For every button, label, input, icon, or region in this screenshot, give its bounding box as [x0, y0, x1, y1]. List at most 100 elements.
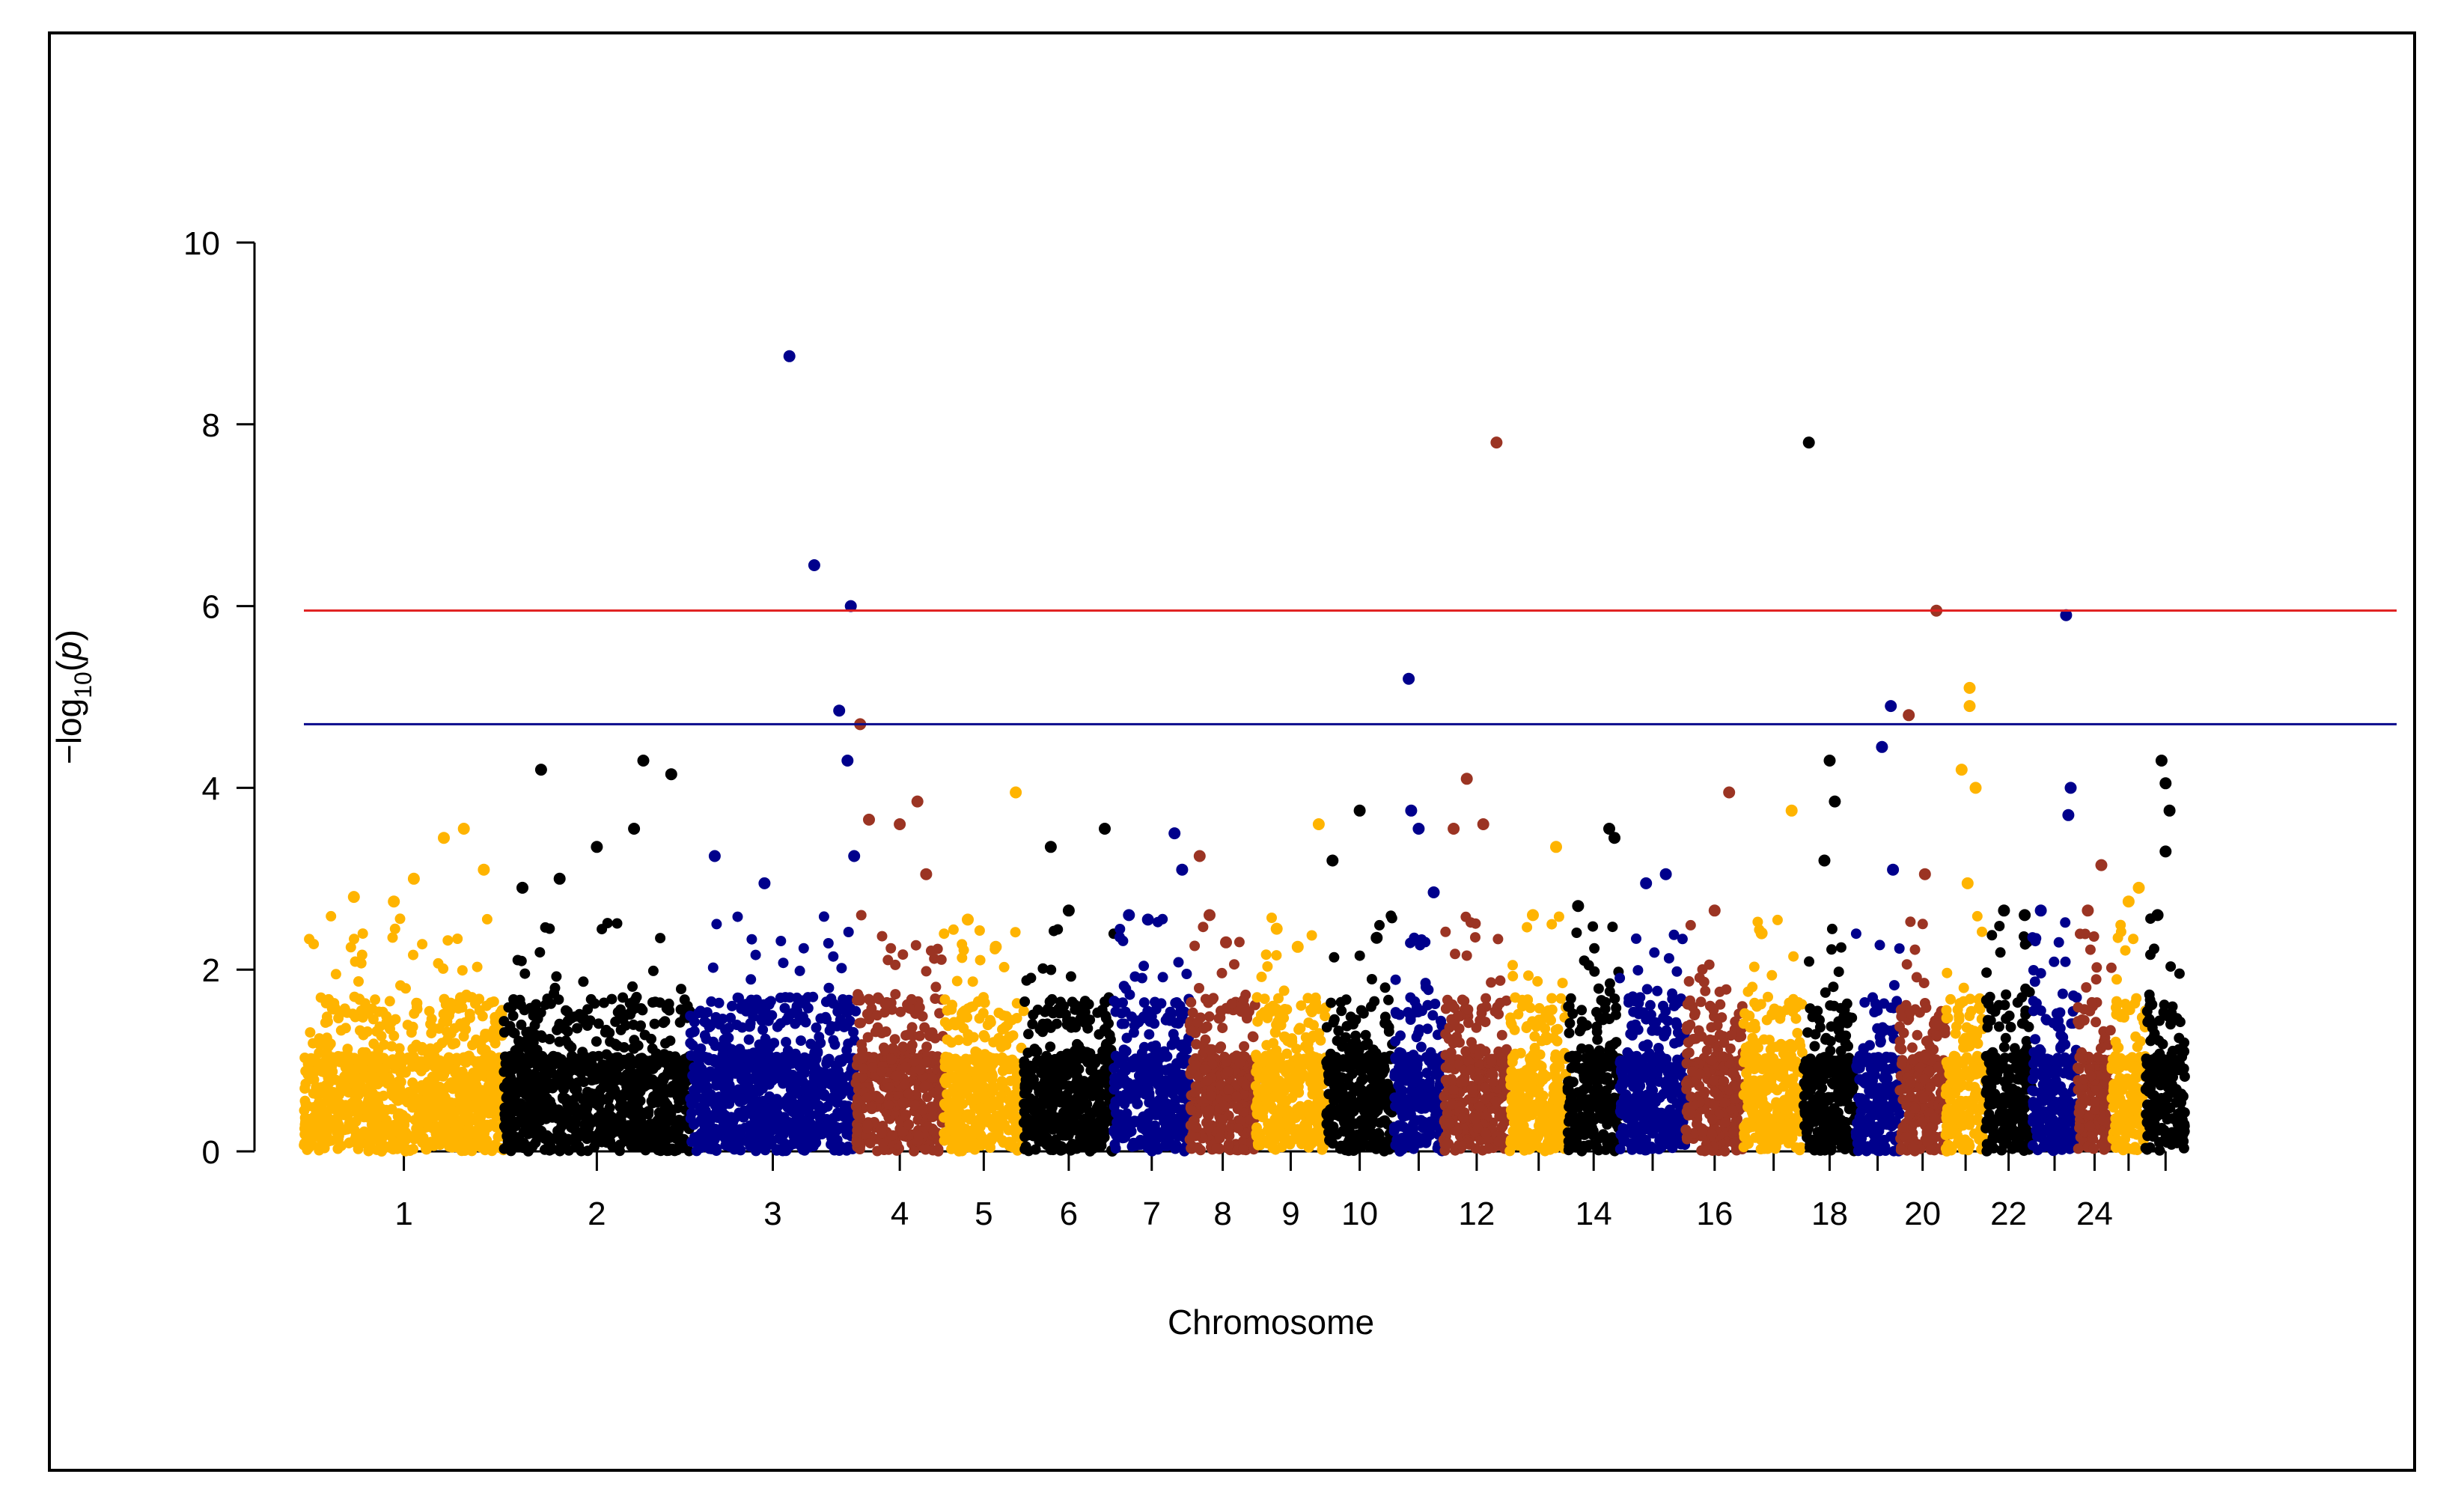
snp-point: [571, 1056, 582, 1066]
snp-point: [376, 1103, 387, 1114]
snp-point: [1191, 1038, 1202, 1050]
snp-point: [1161, 1051, 1171, 1062]
snp-point: [1100, 1026, 1111, 1037]
snp-point: [540, 1113, 552, 1124]
snp-point: [514, 994, 525, 1005]
peak-snp-point: [1010, 786, 1022, 799]
snp-point: [1112, 1117, 1123, 1128]
snp-point: [1064, 1053, 1075, 1064]
snp-point: [1203, 1122, 1214, 1133]
snp-point: [1037, 1127, 1048, 1138]
snp-point: [1219, 1100, 1231, 1112]
snp-point: [348, 1074, 359, 1085]
snp-point: [449, 1120, 460, 1130]
snp-point: [672, 1103, 683, 1114]
snp-point: [1238, 1144, 1249, 1155]
snp-point: [629, 1105, 639, 1115]
snp-point: [1058, 1128, 1069, 1139]
snp-point: [882, 954, 894, 966]
snp-point: [752, 1003, 763, 1014]
snp-point: [1061, 1070, 1073, 1081]
snp-point: [775, 992, 786, 1003]
snp-point: [1082, 1078, 1093, 1089]
snp-point: [526, 1028, 537, 1039]
snp-point: [1247, 1031, 1258, 1042]
snp-point: [582, 1020, 593, 1031]
peak-snp-point: [388, 895, 400, 908]
snp-point: [1200, 1034, 1211, 1045]
snp-point: [971, 1068, 982, 1079]
snp-point: [1251, 1122, 1262, 1133]
snp-point: [856, 1053, 867, 1064]
x-tick-label: 6: [1060, 1196, 1078, 1232]
snp-point: [891, 1071, 902, 1082]
snp-point: [384, 996, 395, 1007]
snp-point: [458, 1020, 469, 1032]
snp-point: [1232, 1102, 1243, 1113]
snp-point: [691, 1145, 702, 1157]
snp-point: [447, 1135, 457, 1146]
snp-point: [781, 1014, 792, 1026]
snp-point: [484, 1099, 495, 1110]
snp-point: [906, 993, 917, 1005]
snp-point: [1308, 1102, 1320, 1113]
snp-point: [392, 1118, 403, 1130]
snp-point: [332, 1115, 343, 1127]
snp-point: [322, 1016, 333, 1027]
snp-point: [731, 1088, 742, 1100]
snp-point: [757, 1024, 769, 1035]
snp-point: [757, 1058, 769, 1069]
snp-point: [516, 1019, 527, 1030]
snp-point: [1071, 1143, 1082, 1154]
snp-point: [927, 1112, 939, 1122]
snp-point: [609, 1067, 620, 1078]
snp-point: [998, 1023, 1010, 1034]
snp-point: [698, 1132, 709, 1143]
snp-point: [885, 943, 897, 954]
snp-point: [962, 1035, 973, 1047]
peak-snp-point: [1141, 913, 1154, 926]
snp-point: [1189, 940, 1201, 951]
snp-point: [745, 1141, 756, 1152]
snp-point: [701, 1007, 713, 1018]
snp-point: [647, 1123, 658, 1133]
snp-point: [516, 1103, 528, 1114]
snp-point: [324, 1123, 335, 1134]
snp-point: [691, 1078, 702, 1089]
snp-point: [478, 1127, 489, 1138]
snp-point: [558, 1070, 569, 1081]
snp-point: [406, 1053, 417, 1064]
peak-snp-point: [553, 872, 566, 885]
snp-point: [646, 1033, 656, 1044]
snp-point: [707, 962, 719, 973]
snp-point: [707, 1126, 718, 1137]
snp-point: [364, 1133, 375, 1144]
snp-point: [653, 1145, 664, 1156]
snp-point: [299, 1129, 311, 1140]
snp-point: [534, 947, 546, 958]
snp-point: [490, 1038, 501, 1049]
peak-snp-point: [894, 818, 906, 830]
snp-point: [1147, 1108, 1159, 1119]
snp-point: [1160, 1065, 1171, 1076]
snp-point: [424, 1091, 436, 1103]
snp-point: [582, 1004, 594, 1015]
snp-point: [1262, 961, 1273, 972]
snp-point: [815, 1075, 826, 1086]
snp-point: [1030, 1144, 1041, 1155]
snp-point: [838, 1106, 849, 1118]
snp-point: [601, 1049, 612, 1060]
snp-point: [1181, 969, 1192, 979]
snp-point: [436, 1038, 448, 1049]
snp-point: [1257, 1110, 1268, 1121]
snp-point: [367, 1003, 378, 1014]
snp-point: [472, 961, 483, 972]
snp-point: [1126, 1141, 1138, 1152]
snp-point: [803, 1142, 814, 1153]
snp-point: [716, 1109, 728, 1120]
snp-point: [1266, 1055, 1277, 1065]
snp-point: [388, 1137, 398, 1148]
snp-point: [598, 997, 609, 1008]
snp-point: [460, 1110, 472, 1121]
